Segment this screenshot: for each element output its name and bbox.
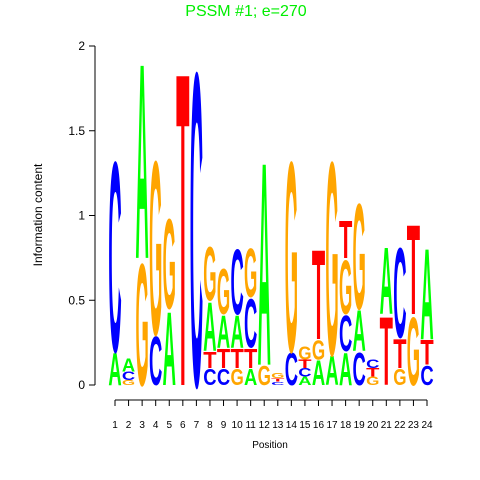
logo-letter: A	[325, 348, 338, 394]
logo-letter: G	[393, 364, 406, 390]
logo-letter: C	[271, 381, 284, 386]
y-tick-label: 1.5	[68, 124, 85, 138]
logo-letter: A	[122, 355, 135, 376]
logo-letter: G	[230, 364, 243, 390]
y-axis-label: Information content	[31, 163, 45, 266]
x-tick-label: 6	[180, 420, 186, 431]
x-tick-label: 9	[221, 420, 227, 431]
logo-letter: A	[420, 221, 433, 367]
x-tick-label: 1	[112, 420, 118, 431]
logo-letter: C	[203, 364, 216, 390]
y-tick-label: 1	[78, 209, 85, 223]
logo-letter: C	[190, 0, 203, 480]
logo-letter: T	[407, 199, 420, 342]
logo-letter: A	[135, 6, 148, 318]
x-tick-label: 14	[286, 420, 298, 431]
x-tick-label: 22	[394, 420, 406, 431]
logo-letter: G	[366, 375, 379, 388]
logo-letter: A	[230, 305, 243, 357]
logo-letter: G	[244, 235, 257, 313]
logo-letter: T	[230, 343, 243, 374]
x-tick-label: 12	[259, 420, 271, 431]
x-tick-label: 18	[340, 420, 352, 431]
x-axis-label: Position	[252, 440, 288, 451]
logo-letter: G	[407, 297, 420, 406]
y-tick-label: 0.5	[68, 293, 85, 307]
x-tick-label: 11	[245, 420, 256, 431]
x-tick-label: 4	[153, 420, 159, 431]
x-tick-label: 2	[126, 420, 132, 431]
y-tick-label: 2	[78, 39, 85, 53]
logo-letter: T	[339, 209, 352, 269]
logo-letter: T	[271, 377, 284, 382]
logo-letter: C	[285, 343, 298, 395]
logo-letter: A	[298, 375, 311, 388]
logo-letter: C	[122, 370, 135, 383]
logo-letter: C	[108, 106, 121, 410]
logo-letter: G	[203, 231, 216, 317]
logo-letter: G	[285, 106, 298, 410]
logo-letter: A	[244, 364, 257, 390]
logo-letter: T	[176, 0, 189, 480]
logo-letter: A	[163, 290, 176, 408]
x-tick-label: 13	[272, 420, 284, 431]
logo-letter: T	[420, 333, 433, 372]
x-tick-label: 3	[139, 420, 145, 431]
logo-letter: C	[244, 285, 257, 363]
logo-letter: A	[339, 343, 352, 395]
logo-letter: T	[312, 224, 325, 367]
logo-letter: C	[366, 358, 379, 371]
x-tick-label: 21	[381, 420, 393, 431]
logo-letter: A	[203, 289, 216, 367]
logo-letter: G	[258, 360, 271, 391]
logo-letter: G	[217, 255, 230, 328]
logo-letter: A	[353, 299, 366, 364]
logo-letter: G	[298, 343, 311, 364]
logo-letter: T	[217, 343, 230, 374]
logo-letter: G	[271, 372, 284, 380]
logo-letter: C	[393, 223, 406, 366]
logo-letter: A	[217, 305, 230, 357]
x-tick-label: 8	[207, 420, 213, 431]
logo-letter: T	[203, 347, 216, 373]
logo-letter: T	[380, 297, 393, 406]
logo-letter: A	[312, 353, 325, 392]
logo-letter: G	[163, 194, 176, 337]
logo-letter: T	[366, 366, 379, 379]
logo-letter: G	[325, 106, 338, 415]
x-tick-label: 10	[232, 420, 244, 431]
x-tick-label: 15	[299, 420, 311, 431]
x-tick-label: 5	[166, 420, 172, 431]
logo-letter: C	[353, 343, 366, 395]
x-tick-label: 17	[326, 420, 338, 431]
logo-letter: C	[230, 231, 243, 334]
x-tick-label: 23	[408, 420, 420, 431]
logo-letter: G	[339, 244, 352, 330]
y-tick-label: 0	[78, 378, 85, 392]
logo-letter: G	[353, 173, 366, 342]
logo-letter: C	[217, 364, 230, 390]
chart-title: PSSM #1; e=270	[185, 3, 307, 20]
x-tick-label: 7	[194, 420, 200, 431]
logo-letter: G	[122, 379, 135, 387]
logo-letter: A	[108, 343, 121, 395]
x-tick-label: 16	[313, 420, 325, 431]
logo-letter: C	[339, 305, 352, 362]
logo-letter: C	[420, 360, 433, 391]
logo-letter: T	[244, 343, 257, 374]
logo-letter: G	[135, 228, 148, 423]
logo-letter: T	[298, 358, 311, 371]
logo-letter: A	[380, 228, 393, 334]
x-tick-label: 19	[354, 420, 366, 431]
logo-letter: G	[312, 334, 325, 365]
x-tick-label: 20	[367, 420, 379, 431]
x-tick-label: 24	[421, 420, 433, 431]
logo-letter: T	[393, 331, 406, 377]
logo-letter: C	[149, 323, 162, 401]
logo-letter: G	[149, 110, 162, 388]
logo-letter: C	[298, 366, 311, 379]
logo-letter: A	[258, 103, 271, 428]
